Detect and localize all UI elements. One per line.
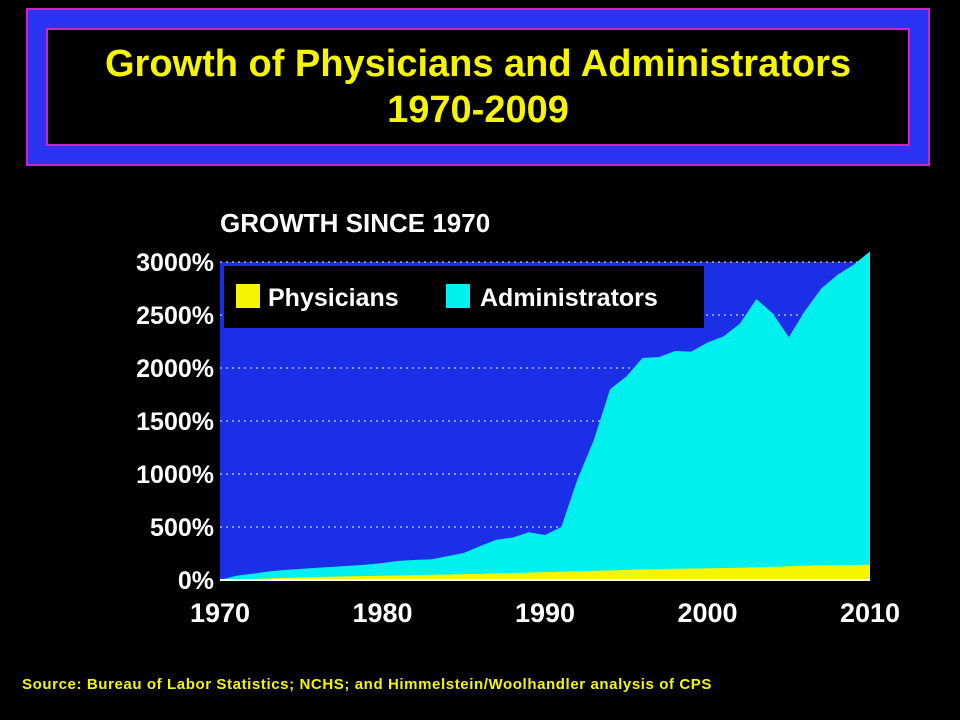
- x-tick-label: 1990: [515, 598, 575, 628]
- x-tick-label: 1980: [352, 598, 412, 628]
- source-note: Source: Bureau of Labor Statistics; NCHS…: [22, 676, 713, 693]
- legend-label: Administrators: [480, 284, 658, 312]
- legend-swatch: [236, 284, 260, 308]
- x-tick-label: 1970: [190, 598, 250, 628]
- x-tick-label: 2010: [840, 598, 900, 628]
- y-tick-label: 1000%: [136, 461, 214, 489]
- y-tick-label: 1500%: [136, 408, 214, 436]
- legend: Physicians Administrators: [224, 266, 704, 328]
- title-banner: Growth of Physicians and Administrators …: [26, 8, 930, 166]
- axes: 0% 500% 1000% 1500% 2000% 2500% 3000% 1970 1980 1…: [136, 249, 900, 628]
- chart-title: Growth of Physicians and Administrators: [104, 43, 852, 85]
- area-series: [220, 251, 870, 580]
- y-tick-label: 2000%: [136, 355, 214, 383]
- physicians-area: [220, 564, 870, 580]
- y-tick-label: 3000%: [136, 249, 214, 277]
- administrators-area: [220, 251, 870, 580]
- chart-title-years: 1970-2009: [387, 89, 569, 131]
- x-tick-label: 2000: [677, 598, 737, 628]
- legend-label: Physicians: [268, 284, 399, 312]
- legend-swatch: [446, 284, 470, 308]
- title-box: Growth of Physicians and Administrators …: [46, 28, 910, 146]
- y-tick-label: 500%: [150, 514, 214, 542]
- y-tick-label: 2500%: [136, 302, 214, 330]
- y-tick-label: 0%: [178, 567, 214, 595]
- chart-subtitle: GROWTH SINCE 1970: [220, 208, 490, 238]
